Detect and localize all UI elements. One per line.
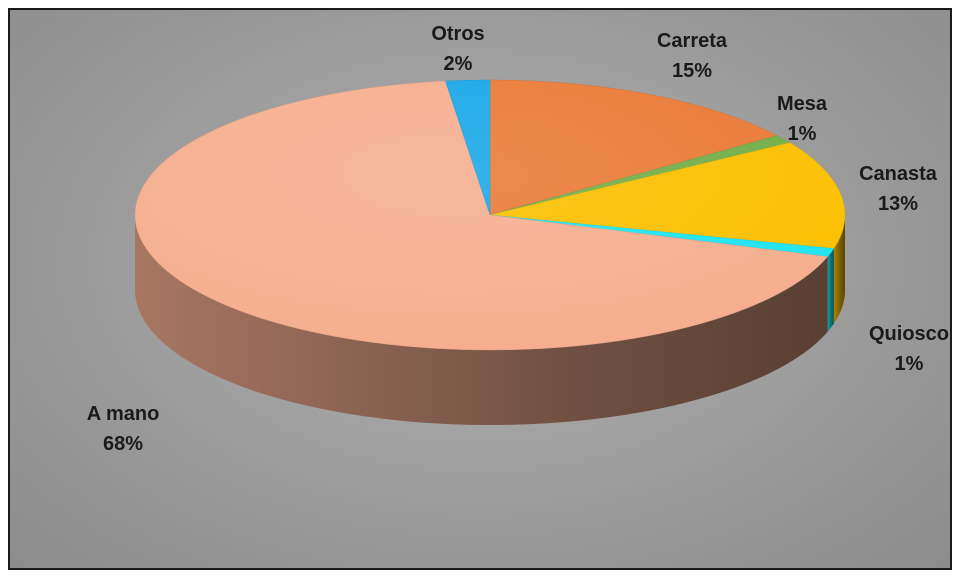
pie-top-layer — [134, 79, 846, 351]
label-canasta-name: Canasta — [859, 163, 938, 185]
label-canasta-pct: 13% — [878, 193, 918, 215]
pie-side-shade — [135, 216, 828, 425]
label-a-mano-name: A mano — [87, 403, 160, 425]
label-otros-name: Otros — [431, 23, 484, 45]
chart-area: Carreta 15% Mesa 1% Canasta 13% Quiosco 1% A man… — [8, 8, 952, 570]
label-carreta-name: Carreta — [657, 30, 728, 52]
pie-side-shade — [833, 215, 845, 324]
pie-side-shade — [827, 248, 834, 332]
label-carreta-pct: 15% — [672, 60, 712, 82]
label-quiosco-name: Quiosco — [869, 323, 949, 345]
pie-shine — [135, 80, 845, 350]
label-otros-pct: 2% — [444, 53, 473, 75]
label-quiosco-pct: 1% — [895, 353, 924, 375]
pie-labels: Carreta 15% Mesa 1% Canasta 13% Quiosco 1% A man… — [87, 23, 949, 455]
label-mesa-pct: 1% — [788, 123, 817, 145]
pie-chart: Carreta 15% Mesa 1% Canasta 13% Quiosco 1% A man… — [87, 23, 949, 455]
label-mesa-name: Mesa — [777, 93, 828, 115]
label-a-mano-pct: 68% — [103, 433, 143, 455]
pie-side-layer — [135, 215, 845, 425]
